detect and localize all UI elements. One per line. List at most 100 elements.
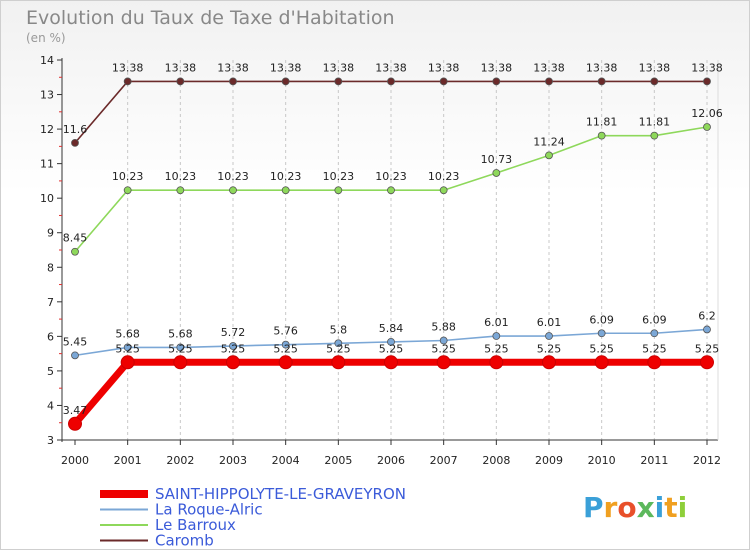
y-tick-label: 7 <box>47 296 54 309</box>
legend-label: Caromb <box>155 532 214 550</box>
x-tick-label: 2003 <box>219 454 247 467</box>
data-label: 5.88 <box>431 321 456 334</box>
data-label: 5.25 <box>273 342 298 355</box>
data-label: 13.38 <box>375 61 407 74</box>
y-tick-label: 12 <box>40 123 54 136</box>
data-label: 11.81 <box>586 116 618 129</box>
data-point <box>545 332 553 340</box>
data-label: 11.81 <box>639 116 671 129</box>
x-tick-label: 2011 <box>640 454 668 467</box>
logo-letter: i <box>678 491 688 524</box>
logo-letter: r <box>604 491 618 524</box>
data-point <box>597 131 606 140</box>
chart-title: Evolution du Taux de Taxe d'Habitation <box>26 7 395 29</box>
y-tick-label: 13 <box>40 89 54 102</box>
data-point <box>387 337 395 346</box>
proxiti-logo: Proxiti <box>583 491 687 524</box>
data-point <box>384 355 398 370</box>
chart-subtitle: (en %) <box>26 31 66 45</box>
data-point <box>229 342 237 350</box>
legend-label: SAINT-HIPPOLYTE-LE-GRAVEYRON <box>155 485 406 503</box>
data-point <box>597 329 606 338</box>
data-label: 5.25 <box>484 342 509 355</box>
logo-text: Proxiti <box>583 491 687 524</box>
logo-letter: t <box>664 491 677 524</box>
x-tick-label: 2000 <box>61 454 89 467</box>
y-tick-label: 5 <box>47 365 54 378</box>
data-point <box>123 343 132 352</box>
data-label: 6.01 <box>484 316 509 329</box>
data-point <box>176 186 185 195</box>
data-point <box>68 416 82 431</box>
data-point <box>594 355 609 370</box>
logo-letter: P <box>583 491 604 524</box>
data-point <box>650 77 659 86</box>
y-tick-label: 6 <box>47 330 54 343</box>
data-point <box>281 340 290 349</box>
data-label: 5.76 <box>273 325 298 338</box>
data-label: 5.25 <box>695 342 720 355</box>
data-point <box>703 123 711 131</box>
data-label: 5.25 <box>431 342 456 355</box>
data-label: 13.38 <box>323 61 355 74</box>
data-point <box>492 332 501 340</box>
data-label: 5.25 <box>221 342 246 355</box>
data-point <box>545 77 553 86</box>
data-point <box>647 355 662 370</box>
logo-letter: i <box>655 491 665 524</box>
data-label: 11.6 <box>63 123 88 136</box>
data-point <box>387 186 395 195</box>
data-point <box>492 77 501 86</box>
data-label: 10.23 <box>217 170 249 183</box>
data-point <box>173 355 188 370</box>
data-label: 3.47 <box>63 404 88 417</box>
data-point <box>334 339 343 348</box>
data-label: 5.25 <box>642 342 667 355</box>
logo-letter: x <box>637 491 655 524</box>
data-point <box>703 77 711 86</box>
data-label: 12.06 <box>691 107 723 120</box>
data-point <box>650 131 659 140</box>
y-tick-label: 11 <box>40 158 54 171</box>
data-point <box>281 77 290 86</box>
logo-letter: o <box>617 491 636 524</box>
data-label: 6.2 <box>698 309 716 322</box>
data-point <box>331 355 346 370</box>
data-point <box>703 325 711 334</box>
data-point <box>436 355 451 370</box>
data-point <box>334 77 343 86</box>
data-label: 5.25 <box>115 342 140 355</box>
data-point <box>229 186 237 195</box>
data-label: 5.72 <box>221 326 246 339</box>
data-label: 10.23 <box>323 170 355 183</box>
x-tick-label: 2007 <box>430 454 458 467</box>
data-label: 10.23 <box>375 170 407 183</box>
axes <box>60 58 719 442</box>
data-point <box>387 77 395 86</box>
data-labels: 11.6 13.38 13.38 13.38 13.38 13.38 13.38 13.38 1… <box>63 61 723 416</box>
legend-label: Le Barroux <box>155 516 236 534</box>
data-point <box>439 186 448 195</box>
data-label: 5.68 <box>115 327 140 340</box>
data-label: 5.45 <box>63 335 88 348</box>
data-point <box>542 355 556 370</box>
data-label: 13.38 <box>691 61 723 74</box>
data-label: 10.23 <box>112 170 144 183</box>
data-label: 13.38 <box>165 61 197 74</box>
data-point <box>71 247 79 256</box>
data-point <box>71 139 79 147</box>
data-point <box>281 186 290 195</box>
data-label: 13.38 <box>586 61 618 74</box>
data-point <box>278 355 293 370</box>
y-axis-ticks: 3 4 5 6 7 8 9 10 11 12 13 14 <box>40 54 62 447</box>
y-tick-label: 9 <box>47 227 54 240</box>
data-label: 6.09 <box>589 313 614 326</box>
data-point <box>334 186 343 195</box>
x-axis-ticks: 2000 2001 2002 2003 2004 2005 2006 2007 2008 2009… <box>61 440 721 467</box>
data-label: 13.38 <box>112 61 144 74</box>
data-label: 10.23 <box>165 170 197 183</box>
x-tick-label: 2012 <box>693 454 721 467</box>
legend-label: La Roque-Alric <box>155 501 263 519</box>
